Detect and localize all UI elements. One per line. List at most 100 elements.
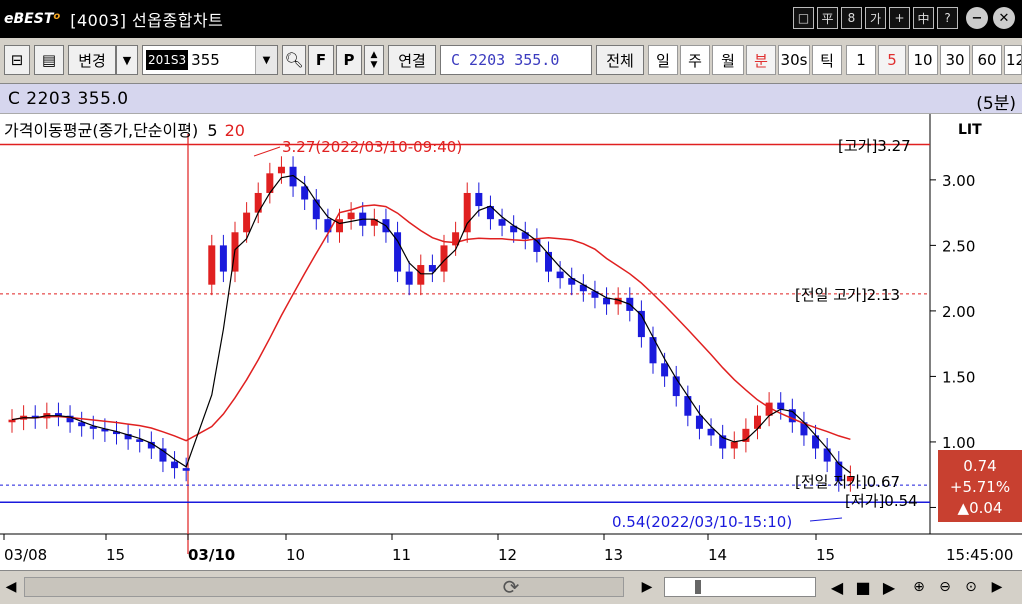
- refresh-icon[interactable]: ⟳: [502, 575, 520, 599]
- period-minute[interactable]: 분: [746, 45, 776, 75]
- y-tick-label: 2.50: [942, 237, 975, 255]
- change-button[interactable]: 변경: [68, 45, 116, 75]
- chart-area[interactable]: 가격이동평균(종가,단순이평) 5 20 LIT 3.00 2.50 2.00 1.5…: [0, 114, 1022, 570]
- x-tick-label: 13: [604, 546, 623, 564]
- candle-body: [124, 434, 132, 440]
- all-button[interactable]: 전체: [596, 45, 644, 75]
- title-bar: eBESTo [4003] 선옵종합차트 □ 平 8 가 + 中 ? − ✕: [0, 0, 1022, 38]
- close-icon[interactable]: ✕: [993, 7, 1015, 29]
- candle-body: [579, 284, 587, 292]
- ma-short-line: [11, 174, 851, 474]
- code-value: 355: [191, 51, 220, 69]
- period-tick[interactable]: 틱: [812, 45, 842, 75]
- screen-icon[interactable]: ▤: [34, 45, 64, 75]
- period-week[interactable]: 주: [680, 45, 710, 75]
- put-icon[interactable]: P: [336, 45, 362, 75]
- candle-body: [695, 415, 703, 429]
- code-input[interactable]: 201S3 355 ▼: [142, 45, 278, 75]
- max-annotation: 3.27(2022/03/10-09:40): [282, 138, 462, 156]
- candle-body: [684, 396, 692, 416]
- instrument-label: C 2203 355.0: [8, 89, 129, 109]
- candle-body: [719, 435, 727, 449]
- add-icon[interactable]: +: [889, 7, 910, 29]
- candle-body: [113, 431, 120, 435]
- prev-high-label: [전일 고가]2.13: [795, 286, 900, 304]
- candle-body: [289, 166, 297, 187]
- interval-60[interactable]: 60: [972, 45, 1002, 75]
- candle-body: [66, 415, 74, 423]
- candle-body: [707, 428, 715, 436]
- stop-icon[interactable]: ■: [855, 577, 871, 597]
- font-icon[interactable]: 가: [865, 7, 886, 29]
- candle-body: [101, 428, 109, 432]
- candle-body: [765, 402, 773, 416]
- restore-icon[interactable]: □: [793, 7, 814, 29]
- y-tick-label: 2.00: [942, 303, 975, 321]
- futures-icon[interactable]: F: [308, 45, 334, 75]
- candle-body: [254, 192, 262, 213]
- minimize-icon[interactable]: −: [966, 7, 988, 29]
- svg-text:가격이동평균(종가,단순이평) 5: 가격이동평균(종가,단순이평) 5 20: [4, 121, 245, 140]
- y-tick-label: 1.00: [942, 434, 975, 452]
- candle-body: [835, 461, 843, 482]
- period-month[interactable]: 월: [712, 45, 744, 75]
- x-tick-label: 10: [286, 546, 305, 564]
- instrument-name: C 2203 355.0: [440, 45, 592, 75]
- chevron-down-icon[interactable]: ▼: [255, 46, 277, 74]
- x-tick-label: 03/08: [4, 546, 47, 564]
- candle-body: [312, 199, 320, 220]
- candle-body: [147, 441, 155, 449]
- zoom-reset-icon[interactable]: ⊙: [965, 579, 977, 595]
- search-icon[interactable]: 🔍︎: [282, 45, 306, 75]
- candlestick-chart[interactable]: 가격이동평균(종가,단순이평) 5 20 LIT 3.00 2.50 2.00 1.5…: [0, 114, 1022, 570]
- interval-10[interactable]: 10: [908, 45, 938, 75]
- link-button[interactable]: 연결: [388, 45, 436, 75]
- next-icon[interactable]: ▶: [882, 577, 896, 597]
- help-icon[interactable]: ?: [937, 7, 958, 29]
- toolbar: ⊟ ▤ 변경 ▼ 201S3 355 ▼ 🔍︎ F P ▲ ▼ 연결 C 2203…: [0, 38, 1022, 84]
- price-box-change: ▲0.04: [958, 499, 1003, 517]
- x-tick-label: 03/10: [188, 546, 235, 564]
- interval-5[interactable]: 5: [878, 45, 906, 75]
- candle-body: [394, 232, 402, 272]
- change-dropdown-icon[interactable]: ▼: [116, 45, 138, 75]
- candle-body: [301, 186, 309, 200]
- scroll-end-icon[interactable]: ▶: [991, 579, 1003, 595]
- zoom-out-icon[interactable]: ⊖: [939, 579, 951, 595]
- zoom-slider[interactable]: [664, 577, 816, 597]
- pin-icon[interactable]: 平: [817, 7, 838, 29]
- scrollbar-track[interactable]: [24, 577, 624, 597]
- candle-body: [440, 245, 448, 272]
- low-label: [저가]0.54: [845, 492, 918, 510]
- stepper-icon[interactable]: ▲ ▼: [364, 45, 384, 75]
- period-day[interactable]: 일: [648, 45, 678, 75]
- candle-body: [370, 219, 378, 226]
- candle-body: [475, 192, 483, 207]
- layout-icon[interactable]: 8: [841, 7, 862, 29]
- period-30s[interactable]: 30s: [778, 45, 810, 75]
- candle-body: [182, 468, 190, 471]
- candle-body: [159, 448, 167, 462]
- candle-body: [405, 271, 413, 285]
- candle-body: [649, 337, 657, 364]
- scroll-right-icon[interactable]: ▶: [641, 579, 653, 595]
- candle-body: [219, 245, 227, 272]
- candle-body: [788, 409, 796, 423]
- candle-body: [556, 271, 564, 279]
- candle-body: [486, 206, 494, 220]
- candle-body: [324, 219, 332, 233]
- zoom-slider-handle[interactable]: [695, 580, 701, 594]
- candle-body: [614, 297, 622, 305]
- scroll-left-icon[interactable]: ◀: [5, 579, 17, 595]
- prev-icon[interactable]: ◀: [830, 577, 844, 597]
- interval-30[interactable]: 30: [940, 45, 970, 75]
- candle-body: [347, 212, 355, 220]
- panel-toggle-icon[interactable]: ⊟: [4, 45, 30, 75]
- candle-body: [510, 225, 518, 233]
- zoom-in-icon[interactable]: ⊕: [913, 579, 925, 595]
- interval-12[interactable]: 12: [1004, 45, 1022, 75]
- candle-body: [603, 297, 611, 305]
- candle-body: [417, 265, 425, 285]
- interval-1[interactable]: 1: [846, 45, 876, 75]
- settings-icon[interactable]: 中: [913, 7, 934, 29]
